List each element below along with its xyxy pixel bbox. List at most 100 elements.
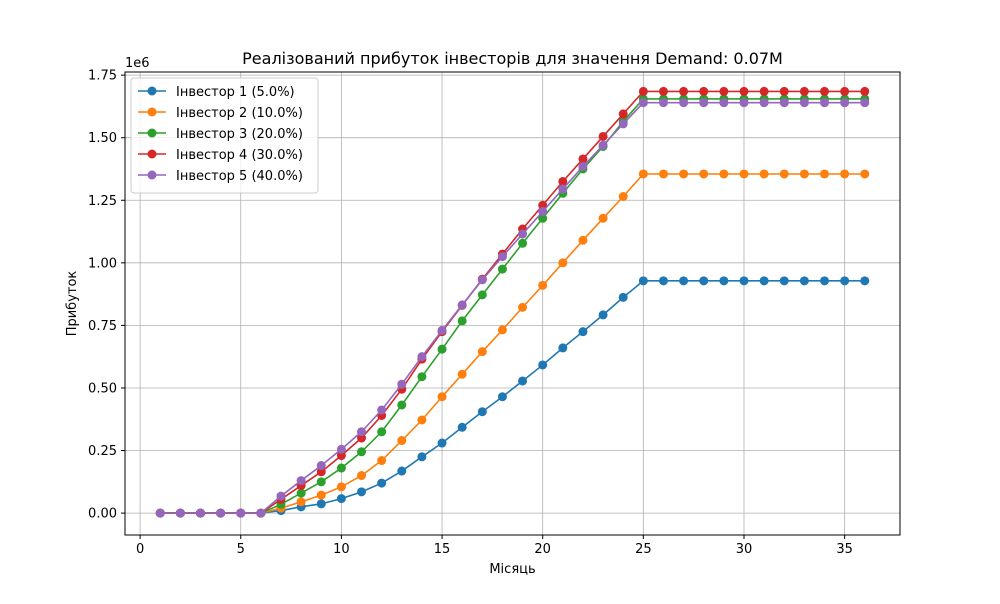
x-tick-label: 30 [736,542,753,557]
data-point [518,302,528,312]
data-point [860,86,870,96]
data-point [316,461,326,471]
data-point [618,192,628,202]
data-point [336,444,346,454]
chart-title: Реалізований прибуток інвесторів для зна… [242,49,783,68]
data-point [497,392,507,402]
data-point [779,86,789,96]
legend-label: Інвестор 5 (40.0%) [176,169,303,184]
data-point [679,98,689,108]
data-point [799,276,809,286]
data-point [417,452,427,462]
data-point [699,276,709,286]
y-axis-label: Прибуток [65,271,80,337]
data-point [578,235,588,245]
data-point [457,316,467,326]
data-point [336,482,346,492]
data-point [316,467,326,477]
x-tick-label: 5 [237,542,245,557]
y-tick-label: 1.50 [88,131,117,146]
axis-ticks: 0 5 10 15 20 25 30 35 0.00 0.25 0.50 0.75 1.00 1.25 1.… [88,69,853,557]
y-tick-label: 1.75 [88,69,117,84]
y-tick-label: 0.75 [88,319,117,334]
data-point [658,169,668,179]
data-point [759,169,769,179]
data-point [820,169,830,179]
data-point [155,508,165,518]
data-point [558,176,568,186]
data-point [477,407,487,417]
data-point [417,352,427,362]
legend-box [130,77,319,194]
data-point [699,169,709,179]
data-point [236,508,246,518]
data-point [336,494,346,504]
data-point [759,86,769,96]
data-point [316,477,326,487]
data-point [357,471,367,481]
plot-frame [124,71,901,536]
series-4 [155,86,870,518]
data-point [699,86,709,96]
data-point [377,427,387,437]
x-tick-label: 10 [333,542,350,557]
data-point [457,369,467,379]
data-point [679,169,689,179]
data-point [457,422,467,432]
legend-marker [147,170,157,180]
data-point [739,169,749,179]
data-point [558,258,568,268]
data-point [558,184,568,194]
data-point [497,264,507,274]
data-point [618,292,628,302]
legend-marker [147,149,157,159]
x-tick-label: 0 [136,542,144,557]
y-tick-label: 0.50 [88,381,117,396]
data-point [840,98,850,108]
data-point [336,463,346,473]
data-point [437,344,447,354]
data-point [739,98,749,108]
data-point [477,290,487,300]
data-point [437,392,447,402]
data-point [719,98,729,108]
data-point [779,98,789,108]
data-point [779,169,789,179]
data-point [658,98,668,108]
data-point [820,98,830,108]
data-point [316,490,326,500]
data-point [397,436,407,446]
data-point [840,169,850,179]
data-point [538,213,548,223]
legend-label: Інвестор 4 (30.0%) [176,148,303,163]
data-point [578,161,588,171]
data-point [518,229,528,239]
data-point [820,276,830,286]
series-lines [155,86,870,518]
legend-marker [147,86,157,96]
legend-entry: Інвестор 4 (30.0%) [138,148,303,163]
data-point [598,131,608,141]
data-point [357,433,367,443]
data-point [618,119,628,129]
data-point [618,109,628,119]
data-point [638,169,648,179]
data-point [598,310,608,320]
data-point [739,276,749,286]
data-point [417,372,427,382]
data-point [799,86,809,96]
data-point [377,405,387,415]
y-tick-label: 1.25 [88,194,117,209]
data-point [679,86,689,96]
data-point [598,213,608,223]
legend: Інвестор 1 (5.0%) Інвестор 2 (10.0%) Інвес… [130,77,319,194]
data-point [175,508,185,518]
data-point [739,86,749,96]
data-point [357,447,367,457]
data-point [276,491,286,501]
data-point [658,86,668,96]
y-tick-label: 0.25 [88,444,117,459]
data-point [518,238,528,248]
data-point [518,376,528,386]
